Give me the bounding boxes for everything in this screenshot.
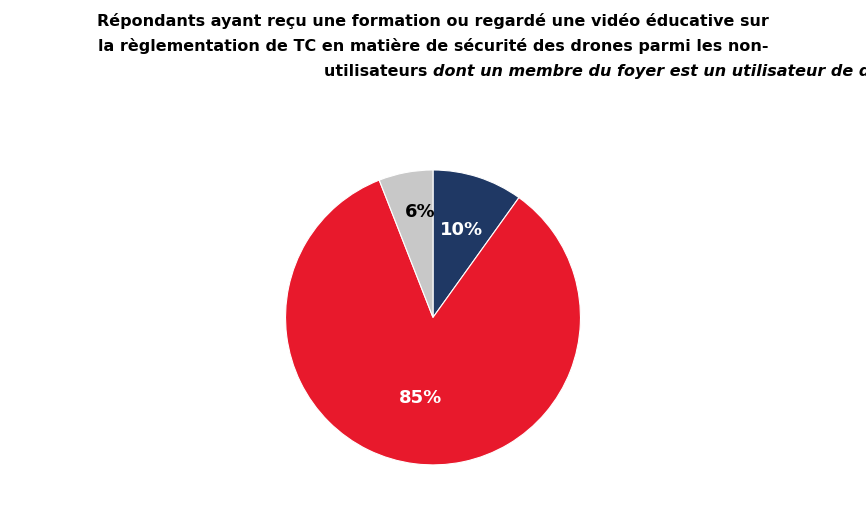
Wedge shape	[379, 170, 433, 317]
Text: dont un membre du foyer est un utilisateur de drone: dont un membre du foyer est un utilisate…	[433, 64, 866, 79]
Wedge shape	[286, 180, 580, 465]
Text: la règlementation de TC en matière de sécurité des drones parmi les non-: la règlementation de TC en matière de sé…	[98, 38, 768, 54]
Text: 6%: 6%	[404, 203, 435, 221]
Text: 10%: 10%	[440, 222, 483, 240]
Wedge shape	[433, 170, 519, 317]
Text: utilisateurs: utilisateurs	[324, 64, 433, 79]
Text: Répondants ayant reçu une formation ou regardé une vidéo éducative sur: Répondants ayant reçu une formation ou r…	[97, 13, 769, 29]
Text: 85%: 85%	[398, 389, 442, 407]
